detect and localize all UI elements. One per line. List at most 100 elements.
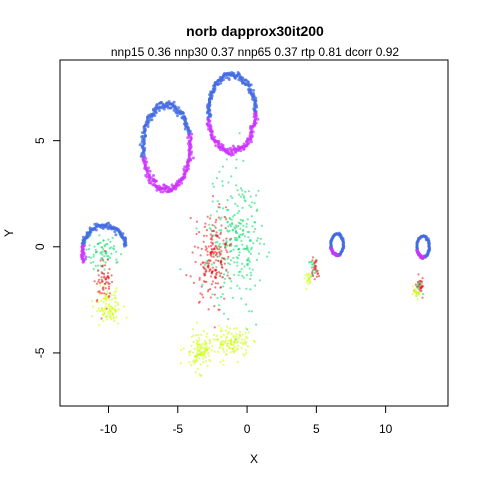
data-point: [107, 310, 110, 313]
data-point: [219, 262, 222, 265]
data-point: [202, 296, 205, 299]
data-point: [243, 354, 246, 357]
data-point: [195, 220, 198, 223]
data-point: [417, 273, 420, 276]
data-point: [101, 253, 104, 256]
data-point: [222, 333, 225, 336]
data-point: [117, 322, 120, 325]
data-point: [231, 228, 234, 231]
data-point: [245, 335, 248, 339]
data-point: [98, 242, 101, 245]
data-point: [227, 262, 230, 265]
data-point: [226, 208, 229, 211]
data-point: [219, 344, 222, 347]
data-point: [236, 361, 239, 364]
data-point: [201, 357, 204, 360]
data-point: [214, 250, 217, 253]
data-point: [193, 347, 196, 351]
data-point: [247, 230, 251, 234]
data-point: [204, 248, 207, 251]
data-point: [250, 134, 254, 137]
data-point: [97, 301, 100, 304]
data-point: [182, 167, 186, 171]
data-point: [239, 331, 242, 334]
data-point: [214, 276, 217, 280]
data-point: [237, 344, 240, 347]
data-point: [97, 269, 100, 272]
data-point: [202, 240, 205, 243]
data-point: [231, 222, 234, 226]
data-point: [253, 202, 256, 205]
data-point: [213, 224, 216, 228]
data-point: [104, 277, 108, 280]
data-point: [244, 327, 247, 330]
data-point: [249, 239, 253, 242]
data-point: [315, 275, 318, 278]
data-point: [198, 339, 201, 342]
data-point: [96, 309, 99, 312]
data-point: [233, 350, 236, 353]
data-point: [422, 254, 426, 258]
data-point: [104, 251, 107, 254]
data-point: [316, 269, 319, 272]
data-point: [209, 296, 212, 299]
data-point: [98, 284, 102, 287]
data-point: [245, 287, 248, 290]
data-point: [209, 259, 212, 262]
data-point: [249, 137, 253, 141]
data-point: [237, 254, 241, 257]
data-point: [204, 352, 207, 355]
data-point: [226, 257, 229, 260]
data-point: [222, 348, 225, 351]
data-point: [414, 287, 417, 290]
data-point: [225, 336, 228, 339]
data-point: [216, 255, 219, 258]
data-point: [204, 245, 207, 248]
data-point: [245, 352, 248, 355]
data-point: [209, 251, 212, 254]
data-point: [190, 132, 194, 136]
data-point: [101, 292, 104, 295]
data-point: [244, 341, 247, 344]
data-point: [221, 343, 224, 346]
data-point: [206, 215, 209, 218]
data-point: [220, 224, 223, 227]
data-point: [219, 341, 222, 344]
data-point: [235, 244, 238, 247]
data-point: [108, 292, 111, 295]
data-point: [224, 243, 227, 246]
data-point: [228, 346, 231, 349]
data-point: [247, 262, 250, 265]
data-point: [419, 280, 422, 283]
data-point: [213, 293, 216, 296]
data-point: [415, 291, 418, 294]
data-point: [206, 262, 209, 265]
data-point: [210, 241, 213, 244]
data-point: [226, 271, 230, 274]
data-point: [247, 249, 250, 252]
data-point: [225, 349, 229, 352]
data-point: [117, 303, 120, 306]
data-point: [195, 339, 198, 342]
data-point: [107, 296, 110, 299]
data-point: [108, 307, 112, 310]
data-point: [307, 282, 310, 286]
data-point: [342, 244, 345, 247]
data-point: [105, 316, 108, 319]
data-point: [100, 251, 103, 254]
data-point: [224, 246, 227, 249]
data-point: [206, 364, 209, 367]
data-point: [218, 271, 221, 274]
data-point: [190, 344, 193, 347]
data-point: [210, 283, 213, 286]
data-point: [248, 250, 251, 253]
data-point: [251, 130, 255, 134]
data-point: [226, 274, 229, 277]
data-point: [114, 305, 117, 308]
data-point: [252, 242, 255, 245]
chart-title: norb dapprox30it200: [186, 23, 324, 39]
data-point: [252, 230, 256, 233]
data-point: [110, 293, 113, 297]
data-point: [109, 240, 112, 243]
data-point: [201, 293, 204, 296]
